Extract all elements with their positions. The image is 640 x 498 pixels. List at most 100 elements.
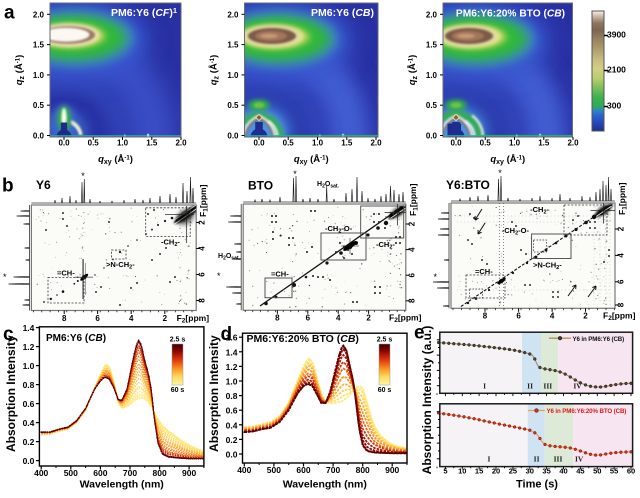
svg-text:IV: IV	[575, 455, 584, 464]
svg-text:6: 6	[95, 314, 100, 323]
svg-text:qxy (Å-1): qxy (Å-1)	[294, 154, 329, 166]
svg-text:6: 6	[198, 272, 207, 277]
svg-text:1.0: 1.0	[227, 71, 239, 80]
svg-text:Y6 in PM6:Y6:20% BTO (CB): Y6 in PM6:Y6:20% BTO (CB)	[547, 408, 627, 415]
svg-text:1.0: 1.0	[23, 361, 35, 371]
svg-text:0.5: 0.5	[480, 139, 492, 148]
svg-text:1.4: 1.4	[23, 323, 35, 333]
svg-text:-CH2-O-: -CH2-O-	[502, 226, 530, 237]
svg-text:2: 2	[617, 226, 626, 231]
svg-text:F1[ppm]: F1[ppm]	[408, 183, 420, 216]
svg-text:-CH2-O-: -CH2-O-	[325, 224, 353, 235]
svg-text:III: III	[554, 455, 563, 464]
svg-text:=CH-: =CH-	[475, 267, 493, 276]
svg-text:1.5: 1.5	[538, 139, 550, 148]
svg-text:*: *	[293, 169, 297, 179]
svg-text:=CH-: =CH-	[271, 270, 289, 279]
svg-text:8: 8	[483, 312, 488, 321]
svg-text:0.0: 0.0	[33, 132, 45, 141]
svg-text:qz (Å-1): qz (Å-1)	[14, 55, 26, 86]
svg-text:1.0: 1.0	[33, 71, 45, 80]
svg-text:35: 35	[542, 467, 550, 476]
svg-text:50: 50	[593, 467, 601, 476]
svg-text:>N-CH2-: >N-CH2-	[106, 260, 135, 271]
svg-text:PM6:Y6 (CB): PM6:Y6 (CB)	[46, 333, 106, 344]
svg-text:e: e	[414, 323, 425, 344]
svg-text:II: II	[527, 381, 533, 390]
svg-text:700: 700	[326, 465, 340, 475]
svg-text:60 s: 60 s	[171, 387, 185, 394]
svg-text:2: 2	[198, 220, 207, 225]
svg-text:1.0: 1.0	[226, 377, 238, 387]
svg-text:2.0: 2.0	[175, 139, 187, 148]
svg-text:500: 500	[64, 468, 78, 478]
svg-text:60: 60	[627, 467, 635, 476]
svg-text:b: b	[2, 176, 14, 197]
svg-text:5: 5	[443, 467, 447, 476]
svg-text:F2[ppm]: F2[ppm]	[603, 311, 636, 323]
svg-text:IV: IV	[573, 381, 582, 390]
svg-text:0.0: 0.0	[23, 456, 35, 466]
svg-text:Y6: Y6	[36, 178, 51, 192]
svg-text:1.5: 1.5	[341, 139, 353, 148]
svg-text:500: 500	[267, 465, 281, 475]
svg-text:1.5: 1.5	[33, 41, 45, 50]
svg-text:qxy (Å-1): qxy (Å-1)	[490, 154, 525, 166]
svg-text:6: 6	[516, 312, 521, 321]
svg-text:0.5: 0.5	[88, 139, 100, 148]
svg-text:30: 30	[526, 467, 534, 476]
svg-text:8: 8	[198, 298, 207, 303]
svg-text:2.5 s: 2.5 s	[377, 337, 393, 344]
svg-text:1.6: 1.6	[226, 333, 238, 343]
svg-text:8: 8	[617, 302, 626, 307]
svg-text:2.0: 2.0	[227, 10, 239, 19]
svg-text:Y6:BTO: Y6:BTO	[446, 178, 490, 192]
svg-text:0.6: 0.6	[226, 406, 238, 416]
svg-text:0.0: 0.0	[58, 139, 70, 148]
svg-text:-CH2-: -CH2-	[161, 238, 180, 249]
svg-text:Absorption Intensity: Absorption Intensity	[4, 335, 18, 452]
svg-text:700: 700	[123, 468, 137, 478]
svg-text:Wavelength (nm): Wavelength (nm)	[283, 479, 367, 491]
svg-text:4: 4	[550, 312, 555, 321]
svg-text:2: 2	[407, 221, 416, 226]
svg-text:II: II	[534, 455, 540, 464]
svg-text:2: 2	[583, 312, 588, 321]
svg-text:0.0: 0.0	[226, 450, 238, 460]
svg-text:2.0: 2.0	[567, 139, 579, 148]
svg-text:0.0: 0.0	[450, 139, 462, 148]
svg-text:800: 800	[356, 465, 370, 475]
svg-text:H2Osat.: H2Osat.	[317, 181, 340, 190]
svg-text:PM6:Y6 (CB): PM6:Y6 (CB)	[311, 7, 374, 19]
svg-text:0.5: 0.5	[283, 139, 295, 148]
svg-text:900: 900	[385, 465, 399, 475]
svg-text:55: 55	[610, 467, 618, 476]
svg-text:8: 8	[407, 298, 416, 303]
svg-text:Time (s): Time (s)	[516, 479, 558, 491]
svg-text:2.0: 2.0	[33, 10, 45, 19]
svg-text:*: *	[81, 171, 85, 181]
svg-text:*: *	[434, 272, 438, 282]
svg-text:1.5: 1.5	[227, 41, 239, 50]
svg-text:0.8: 0.8	[226, 391, 238, 401]
svg-text:qz (Å-1): qz (Å-1)	[209, 55, 221, 86]
svg-text:I: I	[488, 455, 491, 464]
svg-text:F1[ppm]: F1[ppm]	[617, 182, 629, 215]
svg-text:6: 6	[617, 279, 626, 284]
svg-text:d: d	[221, 324, 233, 345]
svg-text:BTO: BTO	[248, 179, 273, 193]
svg-text:PM6:Y6:20% BTO (CB): PM6:Y6:20% BTO (CB)	[456, 9, 565, 20]
svg-text:2.5 s: 2.5 s	[170, 337, 186, 344]
svg-text:800: 800	[153, 468, 167, 478]
svg-text:4: 4	[129, 314, 134, 323]
svg-text:qz (Å-1): qz (Å-1)	[407, 55, 419, 86]
svg-text:-CH2-: -CH2-	[376, 240, 395, 251]
svg-text:1.0: 1.0	[312, 139, 324, 148]
svg-text:1.0: 1.0	[509, 139, 521, 148]
svg-text:600: 600	[93, 468, 107, 478]
svg-text:2: 2	[366, 314, 371, 323]
svg-text:F2[ppm]: F2[ppm]	[177, 313, 210, 325]
svg-text:40: 40	[559, 467, 567, 476]
svg-text:60 s: 60 s	[378, 387, 392, 394]
svg-text:6: 6	[306, 314, 311, 323]
